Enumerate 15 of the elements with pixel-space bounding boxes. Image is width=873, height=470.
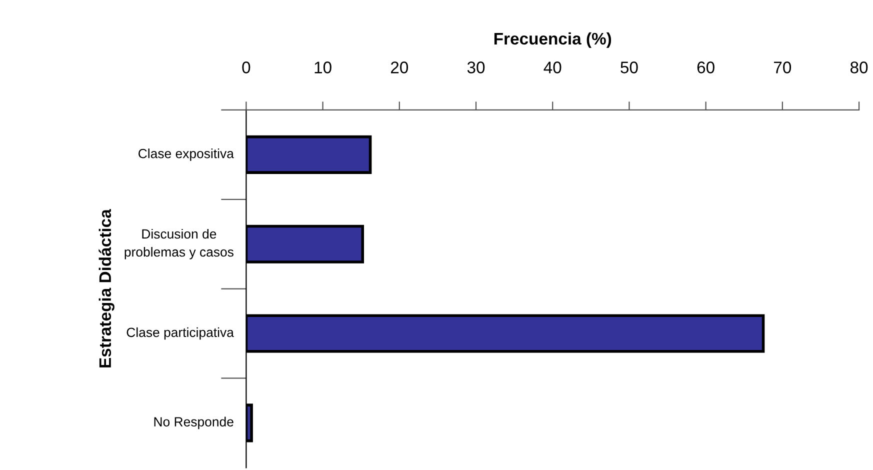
x-tick-label: 60 [697,62,714,74]
x-axis-title: Frecuencia (%) [494,32,612,48]
y-tick-label: No Responde [154,416,234,430]
y-tick-label: Clase expositiva [138,148,234,161]
x-tick-label: 70 [774,62,792,74]
x-tick-label: 80 [850,62,868,74]
x-tick-label: 50 [620,62,638,74]
y-axis-title: Estrategia Didáctica [98,209,114,368]
x-tick-label: 10 [314,62,332,74]
y-tick-label: Discusion de problemas y casos [124,228,234,260]
y-tick-label: Clase participativa [126,327,234,340]
x-tick-label: 20 [390,62,408,74]
x-tick-label: 40 [544,62,562,74]
x-tick-label: 0 [242,62,250,74]
x-tick-label: 30 [467,62,485,74]
